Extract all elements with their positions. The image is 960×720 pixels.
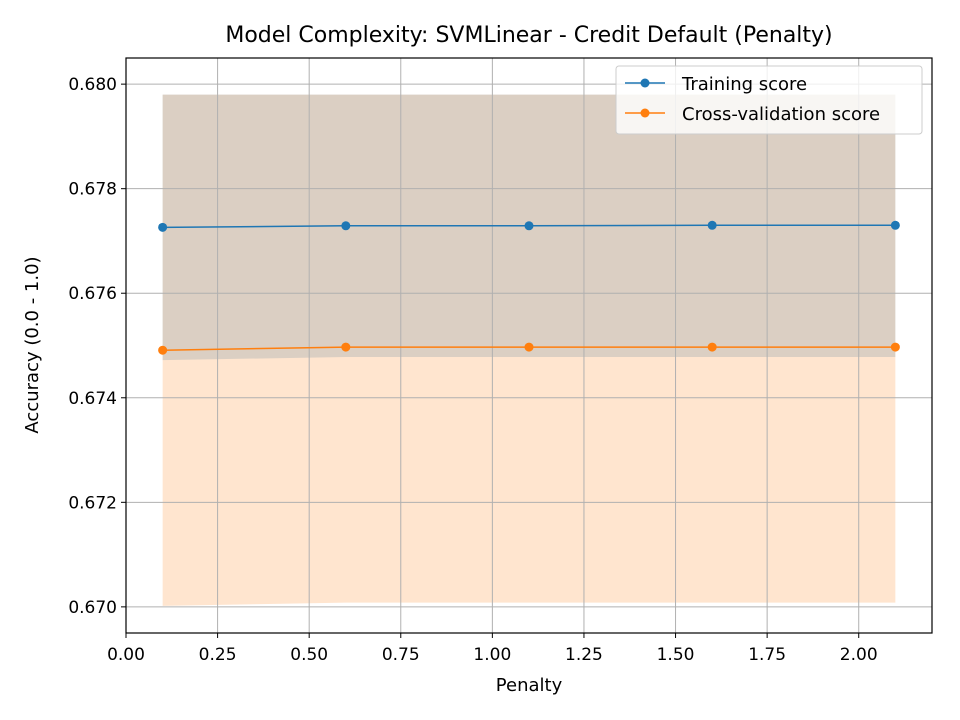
data-point-1 (707, 342, 717, 352)
x-tick-label: 2.00 (840, 645, 878, 665)
legend-marker-0 (640, 78, 650, 88)
y-axis-label: Accuracy (0.0 - 1.0) (22, 256, 43, 433)
legend-box (615, 65, 923, 135)
y-tick-label: 0.670 (68, 598, 117, 618)
grid-lines (125, 58, 932, 633)
x-tick-label: 0.25 (199, 645, 237, 665)
y-tick-label: 0.674 (68, 389, 117, 409)
data-point-0 (158, 222, 168, 232)
series-points (158, 220, 900, 355)
x-tick-label: 0.75 (382, 645, 420, 665)
x-tick-label: 1.00 (473, 645, 511, 665)
y-axis-ticks: 0.670 0.672 0.674 0.676 0.678 0.680 (68, 75, 126, 618)
x-tick-label: 1.50 (657, 645, 695, 665)
legend-marker-1 (640, 108, 650, 118)
data-point-1 (890, 342, 900, 352)
chart-title: Model Complexity: SVMLinear - Credit Def… (225, 23, 832, 48)
data-point-0 (707, 220, 717, 230)
x-tick-label: 0.00 (107, 645, 145, 665)
legend-label-0: Training score (681, 74, 807, 95)
y-tick-label: 0.680 (68, 75, 117, 95)
legend-label-1: Cross-validation score (682, 104, 880, 125)
data-point-0 (890, 220, 900, 230)
y-tick-label: 0.676 (68, 284, 117, 304)
x-axis-ticks: 0.00 0.25 0.50 0.75 1.00 1.25 1.50 1.75 2.00 (107, 633, 878, 665)
data-point-1 (158, 345, 168, 355)
y-tick-label: 0.678 (68, 180, 117, 200)
x-axis-label: Penalty (496, 675, 563, 696)
y-tick-label: 0.672 (68, 493, 117, 513)
data-point-1 (524, 342, 534, 352)
plot-frame (125, 57, 933, 634)
data-point-1 (341, 342, 351, 352)
data-point-0 (524, 221, 534, 231)
x-tick-label: 1.75 (748, 645, 786, 665)
data-point-0 (341, 221, 351, 231)
x-tick-label: 1.25 (565, 645, 603, 665)
legend: Training score Cross-validation score (615, 65, 923, 135)
x-tick-label: 0.50 (290, 645, 328, 665)
